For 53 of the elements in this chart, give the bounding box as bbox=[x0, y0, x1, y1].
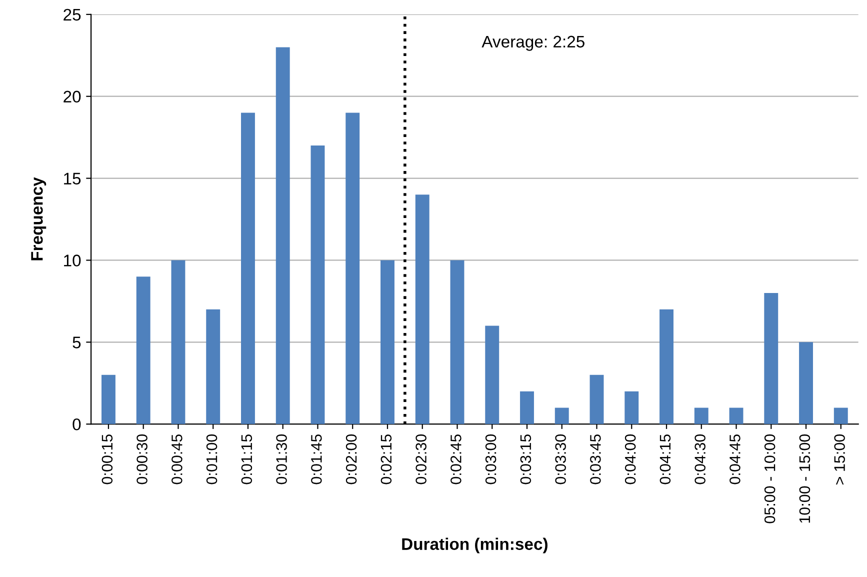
bar bbox=[694, 408, 708, 424]
y-tick-label: 0 bbox=[72, 418, 81, 430]
ref-line-label: Average: 2:25 bbox=[482, 36, 584, 51]
x-tick-label: 0:03:15 bbox=[520, 434, 532, 484]
x-tick-label: 0:03:00 bbox=[485, 434, 496, 484]
x-tick-label: 05:00 - 10:00 bbox=[764, 434, 776, 524]
x-tick-label: 0:04:15 bbox=[660, 434, 671, 484]
bar bbox=[346, 112, 360, 424]
y-tick-label: 10 bbox=[64, 254, 81, 266]
bar bbox=[834, 408, 848, 424]
bar bbox=[102, 374, 116, 424]
y-tick-label: 15 bbox=[64, 172, 81, 184]
bar bbox=[554, 408, 569, 424]
x-tick-label: 0:04:45 bbox=[730, 434, 740, 484]
x-tick-label: 0:00:45 bbox=[172, 434, 182, 484]
bar bbox=[520, 391, 534, 424]
bar bbox=[660, 309, 674, 424]
x-tick-label: 0:02:15 bbox=[380, 434, 392, 484]
bar bbox=[241, 112, 255, 424]
y-axis-title: Frequency bbox=[31, 177, 46, 260]
x-tick-label: 0:00:15 bbox=[102, 434, 113, 484]
x-tick-label: 10:00 - 15:00 bbox=[799, 434, 810, 523]
x-tick-label: 0:02:00 bbox=[346, 434, 357, 484]
x-tick-label: 0:01:00 bbox=[206, 434, 218, 484]
bar bbox=[171, 260, 186, 424]
x-tick-label: 0:02:45 bbox=[450, 434, 462, 484]
x-tick-label: 0:04:30 bbox=[694, 434, 706, 484]
bar bbox=[729, 408, 744, 424]
bar bbox=[764, 293, 778, 424]
y-tick-label: 25 bbox=[64, 8, 81, 21]
bar bbox=[310, 146, 325, 424]
x-tick-label: 0:01:30 bbox=[276, 434, 287, 484]
bar bbox=[450, 260, 464, 424]
x-tick-label: 0:04:00 bbox=[624, 434, 636, 484]
x-axis-title: Duration (min:sec) bbox=[402, 538, 548, 554]
x-tick-label: 0:03:30 bbox=[555, 434, 566, 484]
bar bbox=[590, 374, 604, 424]
x-tick-label: 0:03:45 bbox=[590, 434, 601, 484]
y-tick-label: 20 bbox=[64, 90, 81, 103]
bar bbox=[624, 391, 639, 424]
x-tick-label: 0:00:30 bbox=[136, 434, 148, 484]
x-tick-label: > 15:00 bbox=[834, 434, 845, 484]
bar bbox=[799, 342, 813, 424]
bar bbox=[380, 260, 394, 424]
bar bbox=[276, 47, 290, 424]
bar bbox=[415, 194, 430, 424]
x-tick-label: 0:01:15 bbox=[241, 434, 252, 484]
bar bbox=[136, 276, 150, 424]
x-tick-label: 0:02:30 bbox=[416, 434, 426, 484]
x-tick-label: 0:01:45 bbox=[311, 434, 322, 484]
y-tick-label: 5 bbox=[72, 336, 81, 348]
bar bbox=[485, 326, 500, 424]
bar bbox=[206, 309, 220, 424]
